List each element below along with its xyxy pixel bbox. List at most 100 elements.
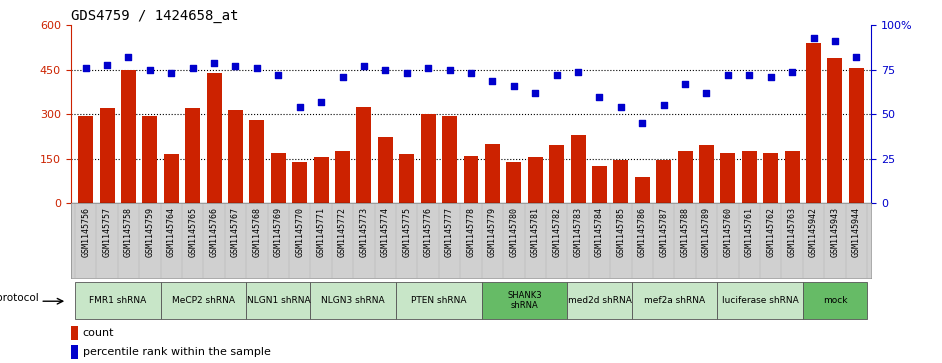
Point xyxy=(677,81,692,87)
Bar xyxy=(592,166,607,203)
Point xyxy=(571,69,586,74)
Text: GSM1145789: GSM1145789 xyxy=(702,207,711,257)
Bar xyxy=(292,162,307,203)
Point xyxy=(378,67,393,73)
Bar xyxy=(78,116,93,203)
Point xyxy=(206,60,221,66)
Bar xyxy=(186,109,200,203)
Point xyxy=(78,65,93,71)
Point xyxy=(528,90,543,96)
Bar xyxy=(399,154,414,203)
Text: GSM1145786: GSM1145786 xyxy=(638,207,647,257)
Point xyxy=(763,74,778,80)
Bar xyxy=(71,326,78,340)
Point xyxy=(485,78,500,83)
Text: GSM1145775: GSM1145775 xyxy=(402,207,412,257)
Bar xyxy=(803,282,867,319)
Bar xyxy=(421,114,435,203)
Text: GSM1145759: GSM1145759 xyxy=(145,207,154,257)
Bar xyxy=(657,160,671,203)
Point xyxy=(635,120,650,126)
Point xyxy=(314,99,329,105)
Text: PTEN shRNA: PTEN shRNA xyxy=(411,296,466,305)
Point xyxy=(356,64,371,69)
Bar xyxy=(631,282,717,319)
Bar xyxy=(75,282,160,319)
Bar xyxy=(741,151,756,203)
Bar xyxy=(485,144,500,203)
Text: GSM1145782: GSM1145782 xyxy=(552,207,561,257)
Bar xyxy=(613,160,628,203)
Text: GSM1145779: GSM1145779 xyxy=(488,207,497,257)
Bar xyxy=(442,116,457,203)
Bar xyxy=(721,153,736,203)
Bar xyxy=(827,58,842,203)
Bar xyxy=(849,68,864,203)
Text: GSM1145781: GSM1145781 xyxy=(530,207,540,257)
Text: GSM1145760: GSM1145760 xyxy=(723,207,733,257)
Bar xyxy=(549,146,564,203)
Text: GSM1145767: GSM1145767 xyxy=(231,207,240,257)
Point xyxy=(699,90,714,96)
Bar xyxy=(763,153,778,203)
Point xyxy=(228,64,243,69)
Text: GSM1145788: GSM1145788 xyxy=(680,207,690,257)
Text: GSM1145765: GSM1145765 xyxy=(188,207,197,257)
Text: GSM1145784: GSM1145784 xyxy=(595,207,604,257)
Text: GSM1145776: GSM1145776 xyxy=(424,207,432,257)
Bar xyxy=(100,109,115,203)
Text: luciferase shRNA: luciferase shRNA xyxy=(722,296,799,305)
Text: GSM1145783: GSM1145783 xyxy=(574,207,582,257)
Bar xyxy=(71,345,78,359)
Text: GSM1145764: GSM1145764 xyxy=(167,207,176,257)
Bar xyxy=(463,156,479,203)
Text: GSM1145944: GSM1145944 xyxy=(852,207,861,257)
Point xyxy=(442,67,457,73)
Bar xyxy=(528,157,543,203)
Point xyxy=(164,70,179,76)
Bar xyxy=(785,151,800,203)
Text: SHANK3
shRNA: SHANK3 shRNA xyxy=(507,291,542,310)
Point xyxy=(421,65,436,71)
Bar xyxy=(356,107,371,203)
Bar xyxy=(567,282,631,319)
Text: GSM1145769: GSM1145769 xyxy=(274,207,283,257)
Point xyxy=(827,38,842,44)
Point xyxy=(549,72,564,78)
Text: GSM1145770: GSM1145770 xyxy=(295,207,304,257)
Text: GSM1145772: GSM1145772 xyxy=(338,207,347,257)
Bar xyxy=(121,70,136,203)
Bar xyxy=(571,135,586,203)
Bar xyxy=(164,154,179,203)
Point xyxy=(657,102,672,108)
Point xyxy=(785,69,800,74)
Point xyxy=(270,72,285,78)
Text: count: count xyxy=(83,328,114,338)
Text: GSM1145766: GSM1145766 xyxy=(209,207,219,257)
Text: mock: mock xyxy=(822,296,847,305)
Bar xyxy=(806,43,821,203)
Text: GSM1145787: GSM1145787 xyxy=(659,207,668,257)
Point xyxy=(741,72,756,78)
Point xyxy=(399,70,414,76)
Point xyxy=(250,65,265,71)
Bar xyxy=(250,120,265,203)
Text: protocol: protocol xyxy=(0,293,39,303)
Text: GSM1145756: GSM1145756 xyxy=(81,207,90,257)
Bar xyxy=(270,153,285,203)
Text: GDS4759 / 1424658_at: GDS4759 / 1424658_at xyxy=(71,9,238,23)
Text: GSM1145778: GSM1145778 xyxy=(466,207,476,257)
Bar xyxy=(246,282,311,319)
Bar xyxy=(378,136,393,203)
Text: GSM1145780: GSM1145780 xyxy=(510,207,518,257)
Point xyxy=(335,74,350,80)
Bar xyxy=(206,73,221,203)
Text: GSM1145768: GSM1145768 xyxy=(252,207,262,257)
Text: GSM1145777: GSM1145777 xyxy=(445,207,454,257)
Point xyxy=(121,54,136,60)
Point xyxy=(292,104,307,110)
Text: GSM1145942: GSM1145942 xyxy=(809,207,818,257)
Text: GSM1145774: GSM1145774 xyxy=(381,207,390,257)
Point xyxy=(849,54,864,60)
Text: GSM1145762: GSM1145762 xyxy=(766,207,775,257)
